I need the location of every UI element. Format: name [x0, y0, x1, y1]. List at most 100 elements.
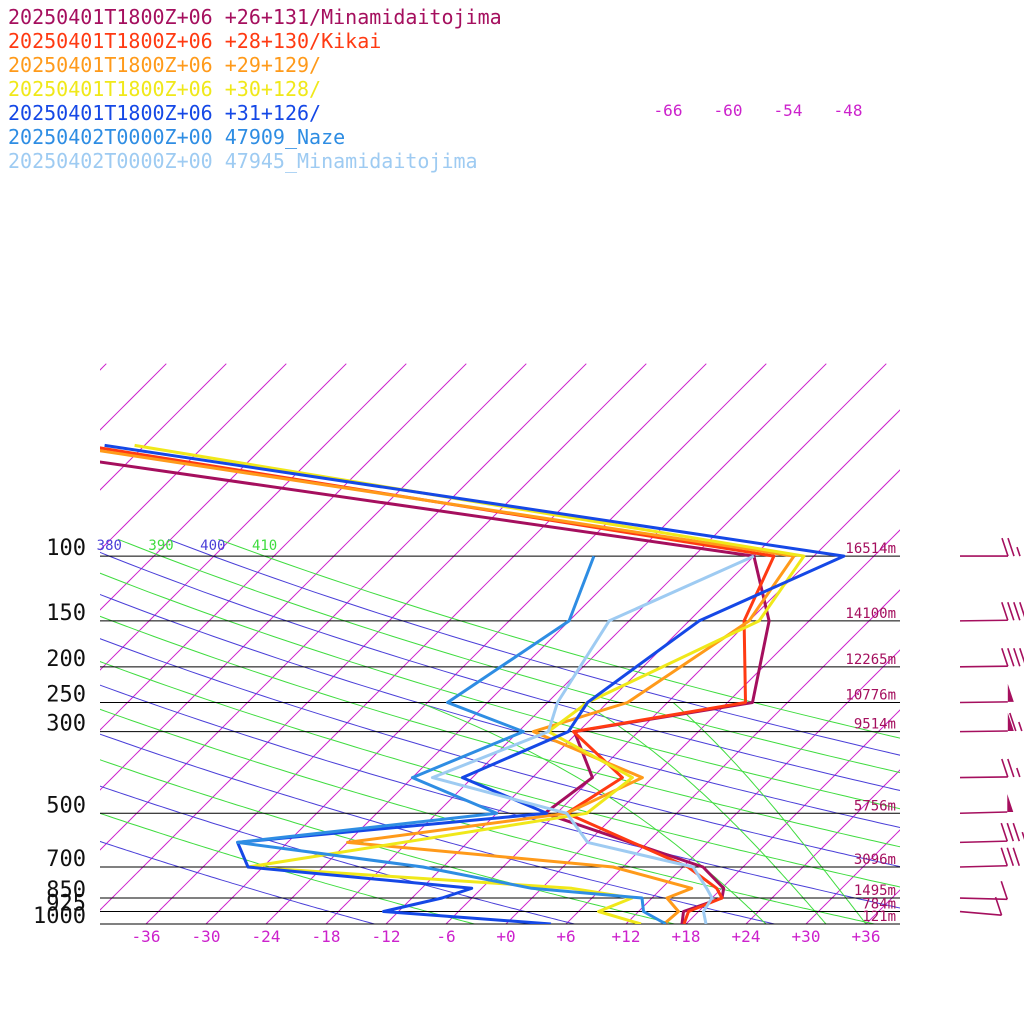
- wind-barb-feather: [1001, 758, 1009, 778]
- legend-entry: 20250401T1800Z+06 +29+129/: [8, 53, 321, 77]
- wind-barb-feather: [1019, 647, 1024, 664]
- profile-line: [100, 446, 776, 924]
- pressure-label: 925: [46, 892, 86, 917]
- temperature-tick-label: -24: [252, 927, 281, 946]
- upper-temperature-label: -60: [714, 101, 743, 120]
- wind-barb-feather: [1006, 847, 1015, 867]
- theta-label: 390: [148, 538, 173, 554]
- pressure-label: 500: [46, 793, 86, 818]
- temperature-tick-label: +36: [852, 927, 881, 946]
- temperature-tick-label: +6: [556, 927, 575, 946]
- wind-barb-pennant: [1007, 713, 1014, 732]
- isotherm-line: [865, 889, 900, 924]
- isotherm-line: [0, 364, 46, 924]
- wind-barb-shaft: [959, 619, 1008, 622]
- wind-barb-feather: [1009, 712, 1017, 732]
- pressure-label: 850: [46, 878, 86, 903]
- height-label: 5756m: [854, 798, 896, 814]
- pressure-label: 250: [46, 683, 86, 708]
- wind-barb-feather: [1001, 647, 1009, 667]
- isotherm-line: [565, 589, 900, 924]
- theta-label: 410: [252, 538, 277, 554]
- dry-adiabat-line: [100, 593, 900, 829]
- temperature-tick-label: -12: [372, 927, 401, 946]
- pressure-label: 700: [46, 847, 86, 872]
- theta-label: 380: [97, 538, 122, 554]
- wind-barb-feather: [1000, 847, 1009, 867]
- wind-barb-shaft: [959, 840, 1008, 844]
- wind-barb-feather: [1019, 602, 1024, 618]
- pressure-label: 100: [46, 536, 86, 561]
- dry-adiabat-line: [218, 538, 900, 739]
- temperature-tick-label: -36: [132, 927, 161, 946]
- dry-adiabat-line: [100, 551, 900, 791]
- wind-barb-shaft: [959, 665, 1008, 668]
- temperature-tick-label: +30: [792, 927, 821, 946]
- axis-labels: 100 16514m 150 14100m 200 12265m 250 10776m 300 9…: [33, 101, 896, 946]
- wind-barbs: [959, 537, 1024, 916]
- dry-adiabat-line: [168, 538, 900, 756]
- theta-label: 400: [200, 538, 225, 554]
- legend-entry: 20250401T1800Z+06 +31+126/: [8, 101, 321, 125]
- legend-entry: 20250401T1800Z+06 +28+130/Kikai: [8, 29, 381, 53]
- pressure-label: 200: [46, 647, 86, 672]
- legend-entry: 20250401T1800Z+06 +30+128/: [8, 77, 321, 101]
- isotherm-line: [100, 363, 647, 911]
- height-label: 3096m: [854, 852, 896, 868]
- wind-barb-feather: [1001, 537, 1009, 557]
- wind-barb-feather: [1006, 822, 1015, 842]
- wind-barb-feather: [1007, 537, 1015, 557]
- temperature-tick-label: +0: [496, 927, 515, 946]
- wind-barb-feather: [1001, 602, 1009, 621]
- moist-adiabat-line: [419, 702, 767, 924]
- wind-barb-feather: [1013, 647, 1021, 667]
- isotherm-line: [805, 829, 900, 924]
- profile-line: [430, 554, 755, 924]
- upper-temperature-label: -48: [834, 101, 863, 120]
- isotherm-line: [445, 469, 900, 924]
- upper-temperature-label: -66: [654, 101, 683, 120]
- temperature-tick-label: +24: [732, 927, 761, 946]
- isotherm-line: [205, 363, 767, 924]
- isotherm-line: [100, 363, 407, 671]
- height-label: 16514m: [845, 541, 896, 557]
- height-label: 14100m: [845, 606, 896, 622]
- dry-adiabat-line: [100, 572, 900, 810]
- moist-adiabat-line: [672, 702, 867, 924]
- wind-barb-feather: [1000, 822, 1009, 842]
- temperature-tick-label: +12: [612, 927, 641, 946]
- height-label: 10776m: [845, 688, 896, 704]
- wind-barb-pennant: [1007, 683, 1014, 702]
- legend-entry: 20250402T0000Z+00 47909_Naze: [8, 125, 345, 149]
- wind-barb-shaft: [959, 811, 1008, 815]
- wind-barb-half-feather: [1016, 546, 1021, 557]
- isotherm-line: [505, 529, 900, 924]
- moist-adiabat-grid: [419, 702, 867, 924]
- isotherm-line: [745, 769, 900, 924]
- wind-barb-feather: [1012, 822, 1021, 842]
- dry-adiabat-line: [100, 638, 900, 868]
- temperature-tick-label: +18: [672, 927, 701, 946]
- height-label: 121m: [862, 909, 896, 925]
- wind-barb-feather: [1012, 847, 1021, 867]
- temperature-tick-label: -30: [192, 927, 221, 946]
- isotherm-line: [100, 363, 527, 791]
- wind-barb-half-feather: [1018, 721, 1023, 732]
- isotherm-line: [265, 363, 827, 924]
- isotherm-line: [625, 649, 900, 924]
- wind-barb-pennant: [1007, 794, 1014, 813]
- wind-barb-shaft: [959, 897, 1008, 901]
- isotherm-line: [325, 363, 887, 924]
- height-label: 784m: [862, 897, 896, 913]
- wind-barb-feather: [1013, 602, 1021, 621]
- wind-barb-feather: [1007, 602, 1015, 621]
- height-label: 1495m: [854, 883, 896, 899]
- wind-barb-feather: [1000, 881, 1009, 900]
- height-label: 12265m: [845, 652, 896, 668]
- isotherm-line: [145, 363, 707, 924]
- isotherm-line: [100, 363, 107, 371]
- wind-barb-feather: [994, 896, 1003, 916]
- legend-entry: 20250401T1800Z+06 +26+131/Minamidaitojim…: [8, 5, 502, 29]
- temperature-tick-label: -6: [436, 927, 455, 946]
